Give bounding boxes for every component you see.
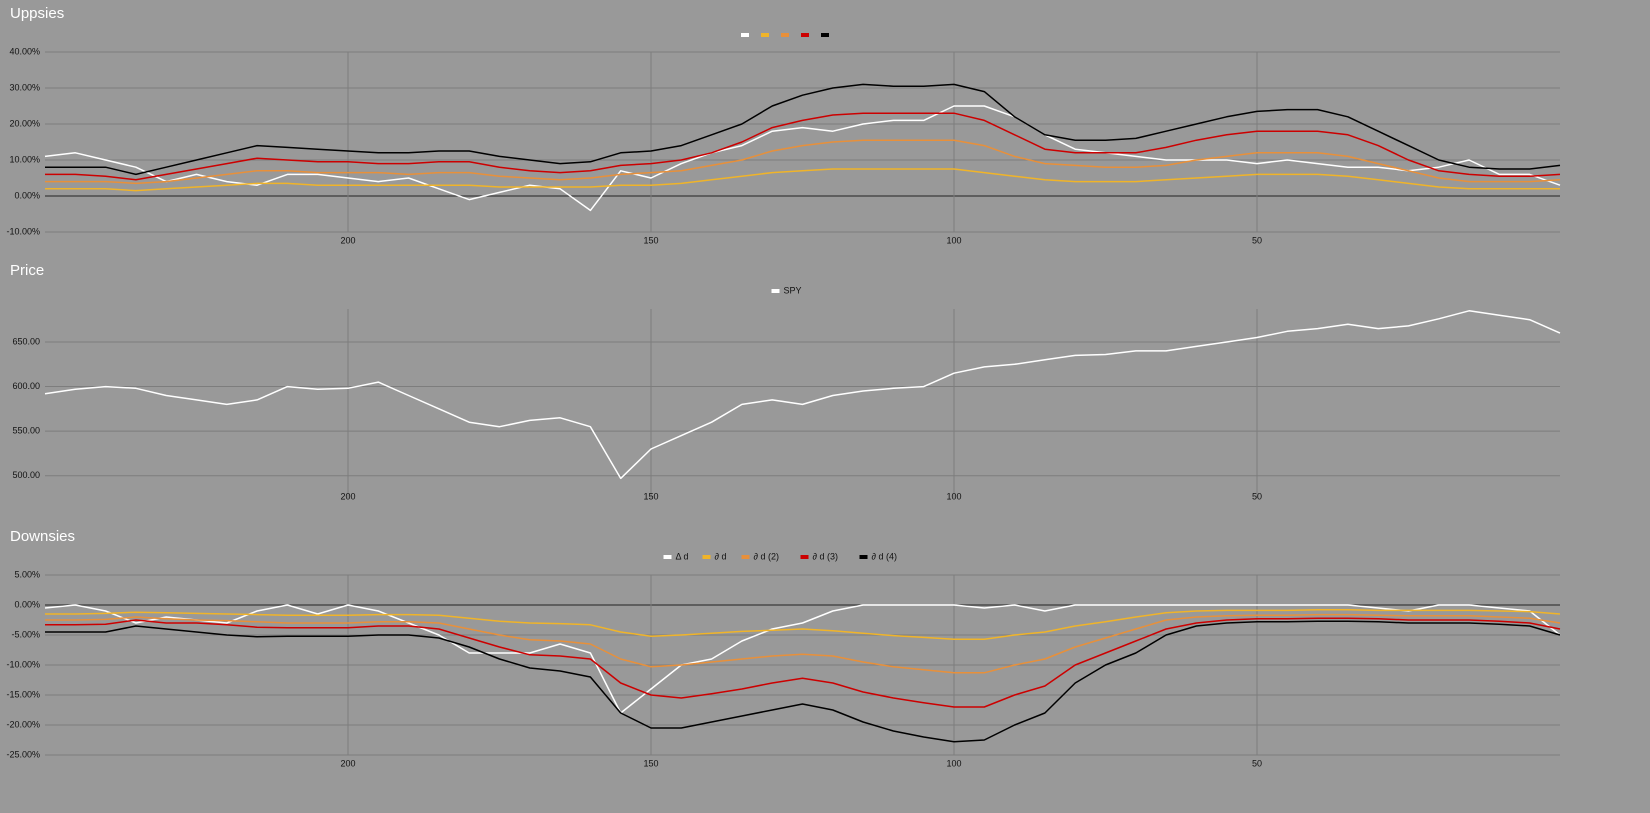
legend-swatch [771, 289, 780, 293]
series-line [45, 609, 1561, 640]
x-tick-label: 150 [643, 491, 658, 501]
legend-swatch [800, 555, 809, 559]
series-line [45, 168, 1560, 192]
x-tick-label: 150 [643, 758, 658, 768]
x-tick-label: 200 [340, 491, 355, 501]
legend-label: ∂ d (4) [872, 551, 897, 561]
x-tick-label: 100 [946, 758, 961, 768]
legend-swatch [741, 555, 750, 559]
legend-swatch [821, 33, 829, 37]
y-tick-label: 10.00% [9, 154, 40, 164]
y-tick-label: -25.00% [6, 749, 40, 759]
legend-swatch [781, 33, 789, 37]
series-line [44, 105, 1561, 212]
y-tick-label: -5.00% [11, 629, 40, 639]
series-line [45, 112, 1561, 181]
x-tick-label: 50 [1252, 491, 1262, 501]
legend-swatch [741, 33, 749, 37]
y-tick-label: -20.00% [6, 719, 40, 729]
legend-swatch [702, 555, 711, 559]
legend-swatch [663, 555, 672, 559]
y-tick-label: -10.00% [6, 226, 40, 236]
y-tick-label: 550.00 [12, 426, 40, 436]
legend-label: ∂ d [715, 551, 727, 561]
y-tick-label: 30.00% [9, 82, 40, 92]
y-tick-label: 40.00% [9, 46, 40, 56]
y-tick-label: -15.00% [6, 689, 40, 699]
y-tick-label: 0.00% [14, 599, 40, 609]
series-line [45, 83, 1561, 176]
chart-title: Price [10, 262, 44, 279]
y-tick-label: 600.00 [12, 381, 40, 391]
legend-label: Δ d [676, 551, 689, 561]
legend-label: ∂ d (3) [813, 551, 838, 561]
y-tick-label: 20.00% [9, 118, 40, 128]
series-line [44, 604, 1561, 714]
x-tick-label: 200 [340, 758, 355, 768]
y-tick-label: 0.00% [14, 190, 40, 200]
chart-title: Downsies [10, 528, 75, 545]
legend-swatch [761, 33, 769, 37]
x-tick-label: 50 [1252, 235, 1262, 245]
y-tick-label: 5.00% [14, 569, 40, 579]
chart-title: Uppsies [10, 5, 64, 22]
x-tick-label: 200 [340, 235, 355, 245]
x-tick-label: 150 [643, 235, 658, 245]
legend-swatch [801, 33, 809, 37]
y-tick-label: 500.00 [12, 470, 40, 480]
x-tick-label: 100 [946, 491, 961, 501]
y-tick-label: 650.00 [12, 336, 40, 346]
series-line [44, 310, 1561, 480]
series-line [45, 617, 1561, 708]
legend-label: ∂ d (2) [754, 551, 779, 561]
x-tick-label: 50 [1252, 758, 1262, 768]
x-tick-label: 100 [946, 235, 961, 245]
y-tick-label: -10.00% [6, 659, 40, 669]
legend-swatch [859, 555, 868, 559]
series-line [45, 613, 1561, 674]
series-line [45, 139, 1561, 185]
legend-label: SPY [784, 285, 802, 295]
series-line [45, 620, 1561, 743]
